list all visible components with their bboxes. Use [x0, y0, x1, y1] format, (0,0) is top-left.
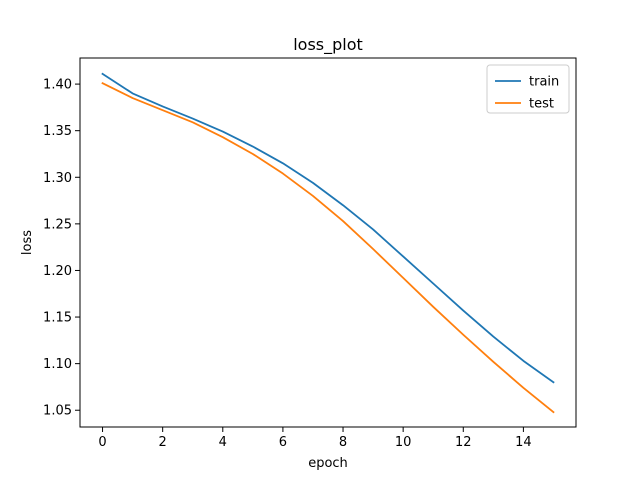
series-lines	[101, 72, 555, 414]
y-tick-label: 1.05	[43, 404, 72, 419]
series-line-test	[101, 81, 555, 414]
series-line-train	[101, 72, 555, 384]
x-tick-label: 12	[455, 435, 472, 450]
plot-area	[80, 58, 576, 427]
legend-box	[486, 64, 570, 114]
y-tick-label: 1.20	[43, 264, 72, 279]
legend: train test	[486, 64, 570, 114]
x-tick-label: 14	[515, 435, 532, 450]
x-axis-label: epoch	[308, 456, 348, 471]
plot-frame	[79, 57, 577, 428]
legend-label-train: train	[529, 75, 559, 90]
y-tick-label: 1.25	[43, 217, 72, 232]
x-tick-label: 2	[159, 435, 167, 450]
x-tick-label: 4	[219, 435, 227, 450]
y-tick-label: 1.15	[43, 311, 72, 326]
axis-ticks: 0 2 4 6 8 10 12 14 1.05 1.10 1.15 1.20 1.25 1.30 1.35 1…	[43, 78, 532, 450]
y-tick-label: 1.35	[43, 124, 72, 139]
x-tick-label: 10	[395, 435, 412, 450]
y-tick-label: 1.30	[43, 171, 72, 186]
chart-title: loss_plot	[293, 35, 363, 55]
x-tick-label: 6	[279, 435, 287, 450]
x-tick-label: 8	[339, 435, 347, 450]
x-tick-label: 0	[98, 435, 106, 450]
legend-label-test: test	[529, 97, 554, 112]
y-tick-label: 1.10	[43, 357, 72, 372]
y-tick-label: 1.40	[43, 78, 72, 93]
y-axis-label: loss	[20, 230, 35, 255]
